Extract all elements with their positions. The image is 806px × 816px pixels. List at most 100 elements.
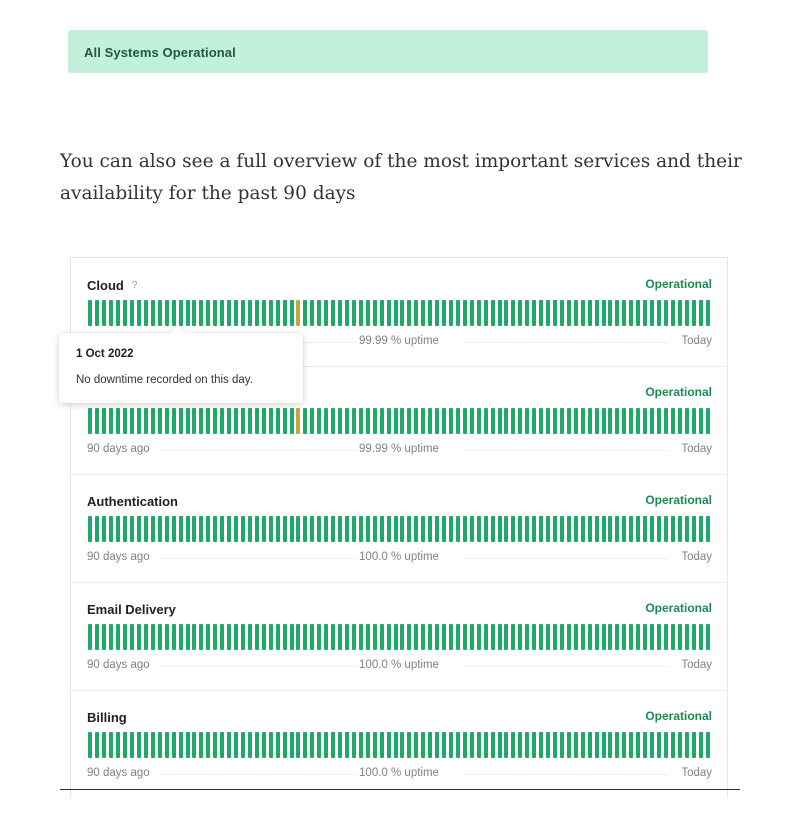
day-bar[interactable] (143, 732, 148, 758)
day-bar[interactable] (178, 516, 183, 542)
day-bar[interactable] (636, 408, 641, 434)
day-bar[interactable] (227, 408, 232, 434)
day-bar[interactable] (684, 624, 689, 650)
day-bar[interactable] (407, 624, 412, 650)
day-bar[interactable] (227, 732, 232, 758)
day-bar[interactable] (310, 300, 315, 326)
day-bar[interactable] (622, 516, 627, 542)
day-bar[interactable] (178, 300, 183, 326)
day-bar[interactable] (566, 408, 571, 434)
day-bar[interactable] (650, 516, 655, 542)
day-bar[interactable] (254, 300, 259, 326)
day-bar[interactable] (539, 300, 544, 326)
day-bar[interactable] (116, 300, 121, 326)
day-bar[interactable] (358, 300, 363, 326)
day-bar[interactable] (234, 516, 239, 542)
day-bar[interactable] (206, 300, 211, 326)
day-bar[interactable] (365, 300, 370, 326)
day-bar[interactable] (275, 300, 280, 326)
day-bar[interactable] (296, 624, 301, 650)
day-bar[interactable] (220, 732, 225, 758)
day-bar[interactable] (622, 408, 627, 434)
day-bar[interactable] (601, 624, 606, 650)
day-bar[interactable] (379, 408, 384, 434)
day-bar[interactable] (150, 732, 155, 758)
day-bar[interactable] (663, 624, 668, 650)
day-bar[interactable] (643, 624, 648, 650)
day-bar[interactable] (455, 408, 460, 434)
day-bar[interactable] (116, 624, 121, 650)
day-bar[interactable] (247, 516, 252, 542)
day-bar[interactable] (234, 732, 239, 758)
day-bar[interactable] (241, 408, 245, 434)
day-bar[interactable] (400, 408, 405, 434)
day-bar[interactable] (643, 516, 648, 542)
day-bar[interactable] (317, 732, 322, 758)
day-bar[interactable] (358, 408, 363, 434)
day-bar[interactable] (553, 732, 557, 758)
day-bar[interactable] (296, 732, 301, 758)
day-bar[interactable] (455, 732, 460, 758)
day-bar[interactable] (643, 408, 648, 434)
day-bar[interactable] (566, 624, 571, 650)
day-bar[interactable] (469, 624, 474, 650)
day-bar[interactable] (192, 624, 197, 650)
day-bar[interactable] (525, 300, 530, 326)
day-bar[interactable] (566, 732, 571, 758)
day-bar[interactable] (657, 624, 661, 650)
day-bar[interactable] (88, 624, 93, 650)
day-bar[interactable] (490, 408, 495, 434)
day-bar[interactable] (130, 300, 135, 326)
day-bar[interactable] (587, 300, 592, 326)
day-bar[interactable] (234, 300, 239, 326)
day-bar[interactable] (164, 624, 169, 650)
day-bar[interactable] (157, 624, 162, 650)
day-bar[interactable] (282, 624, 287, 650)
day-bar[interactable] (282, 300, 287, 326)
day-bar[interactable] (462, 408, 467, 434)
day-bar[interactable] (213, 516, 218, 542)
day-bar[interactable] (497, 408, 502, 434)
day-bar[interactable] (573, 300, 578, 326)
day-bar[interactable] (532, 300, 537, 326)
day-bar[interactable] (358, 516, 363, 542)
day-bar[interactable] (442, 732, 447, 758)
day-bar[interactable] (268, 516, 273, 542)
day-bar[interactable] (116, 732, 121, 758)
day-bar[interactable] (137, 408, 141, 434)
day-bar[interactable] (192, 732, 197, 758)
day-bar[interactable] (670, 408, 675, 434)
day-bar[interactable] (462, 732, 467, 758)
day-bar[interactable] (192, 408, 197, 434)
day-bar[interactable] (469, 300, 474, 326)
day-bar[interactable] (130, 408, 135, 434)
day-bar[interactable] (345, 516, 349, 542)
day-bar[interactable] (546, 516, 551, 542)
day-bar[interactable] (296, 300, 301, 326)
day-bar[interactable] (331, 624, 336, 650)
day-bar[interactable] (428, 516, 433, 542)
day-bar[interactable] (684, 408, 689, 434)
day-bar[interactable] (532, 624, 537, 650)
day-bar[interactable] (435, 300, 440, 326)
day-bar[interactable] (663, 408, 668, 434)
day-bar[interactable] (608, 624, 613, 650)
day-bar[interactable] (608, 732, 613, 758)
day-bar[interactable] (351, 732, 356, 758)
day-bar[interactable] (345, 408, 349, 434)
day-bar[interactable] (601, 408, 606, 434)
day-bar[interactable] (691, 624, 696, 650)
day-bar[interactable] (206, 516, 211, 542)
day-bar[interactable] (670, 300, 675, 326)
day-bar[interactable] (372, 732, 377, 758)
day-bar[interactable] (351, 408, 356, 434)
day-bar[interactable] (95, 300, 100, 326)
day-bar[interactable] (636, 300, 641, 326)
day-bar[interactable] (268, 408, 273, 434)
day-bar[interactable] (254, 408, 259, 434)
day-bar[interactable] (213, 300, 218, 326)
day-bar[interactable] (150, 300, 155, 326)
day-bar[interactable] (261, 732, 266, 758)
day-bar[interactable] (615, 732, 620, 758)
day-bar[interactable] (497, 300, 502, 326)
